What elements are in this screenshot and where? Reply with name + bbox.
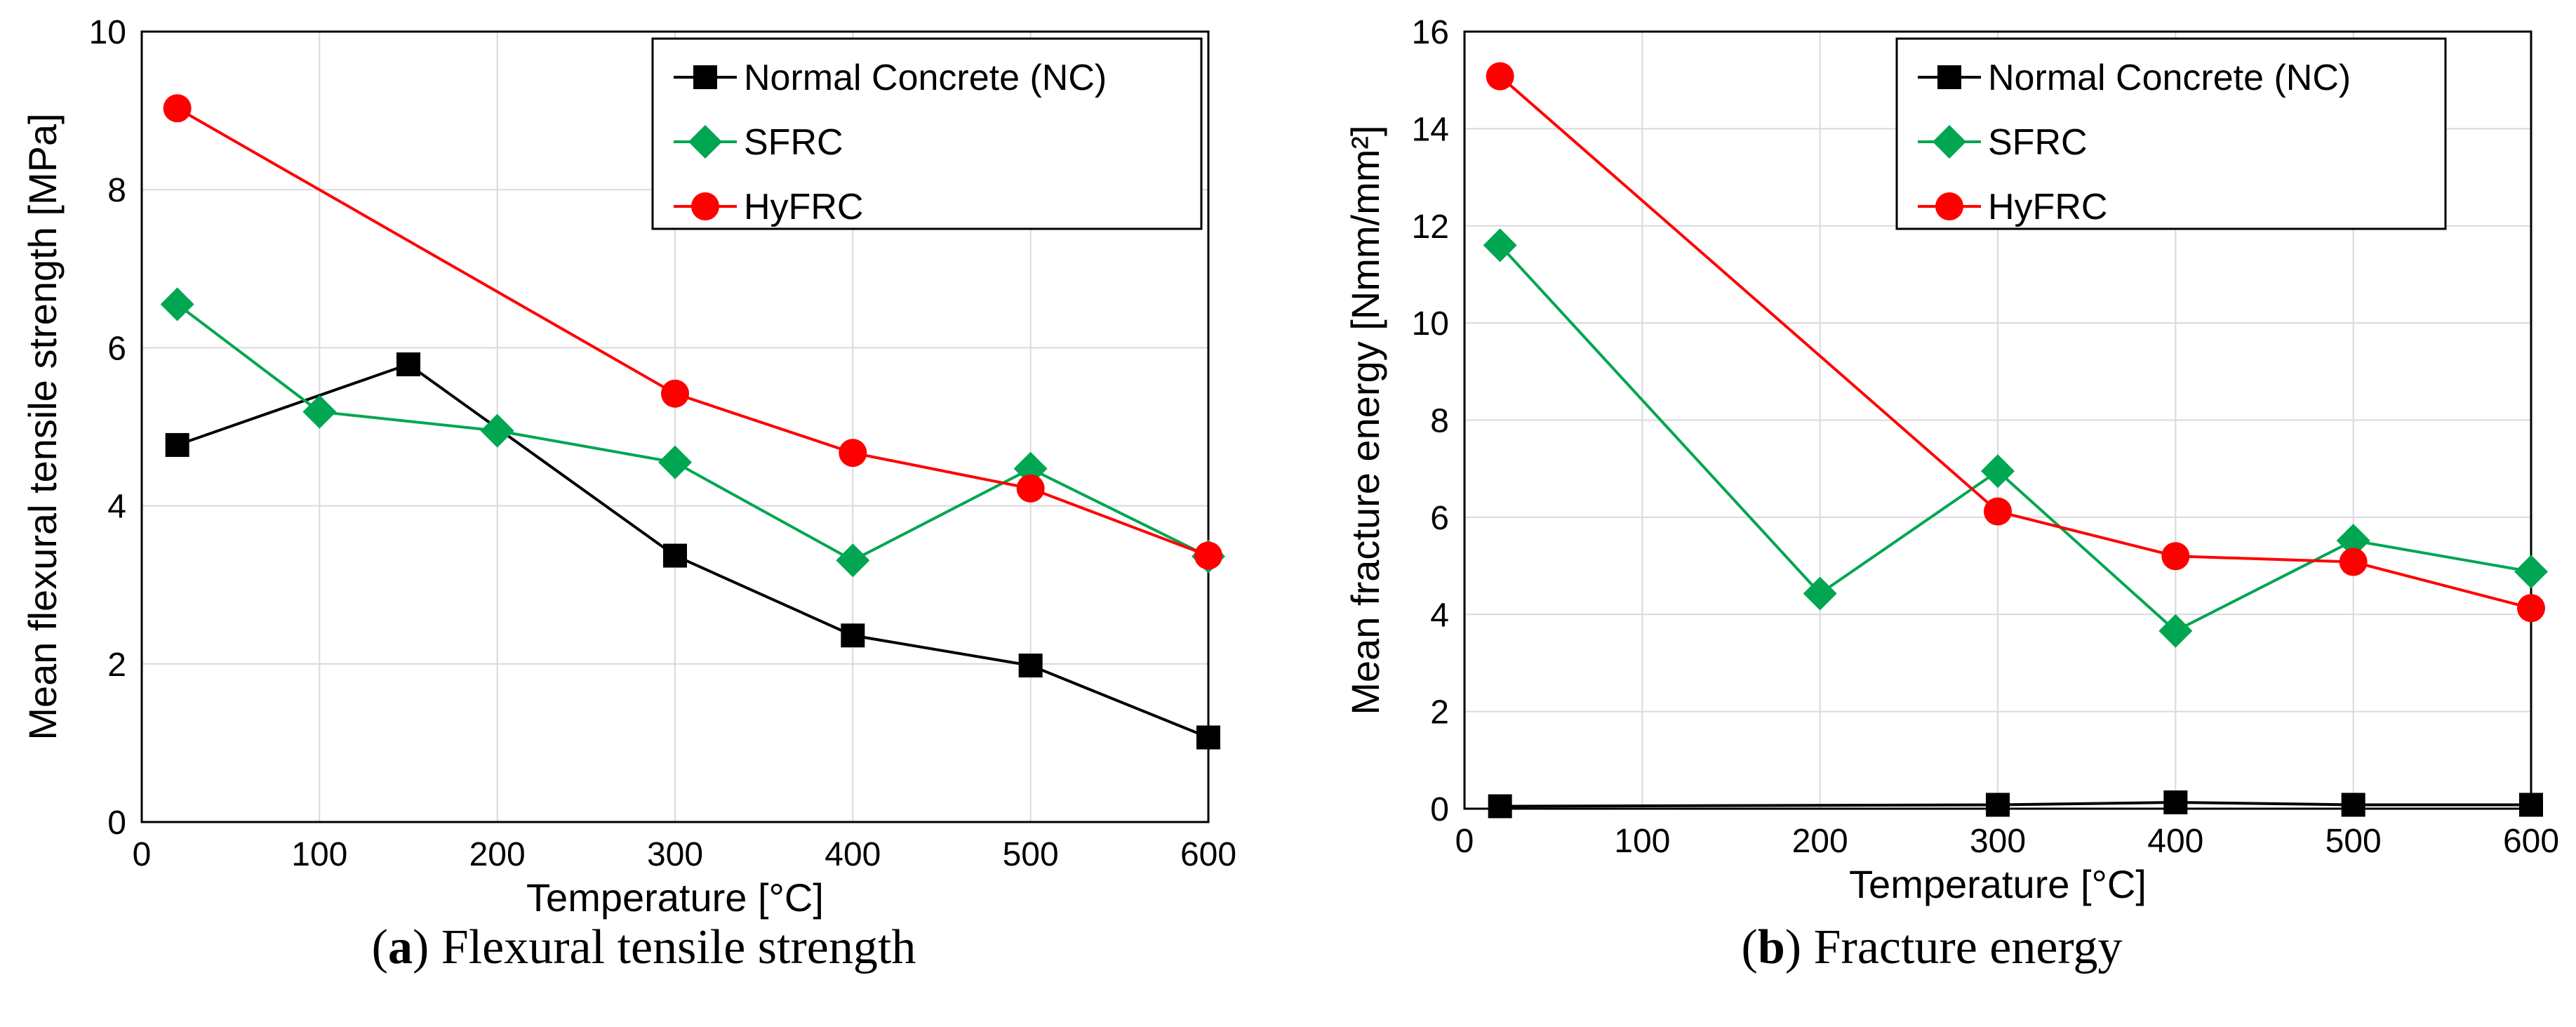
series-line: [1499, 244, 2532, 633]
data-point: [1981, 454, 2015, 489]
y-axis-title: Mean flexural tensile strength [MPa]: [20, 113, 65, 740]
legend-box: [1895, 37, 2447, 230]
data-point: [1013, 451, 1048, 486]
y-axis-title: Mean fracture energy [Nmm/mm²]: [1343, 125, 1387, 715]
data-point: [661, 379, 689, 408]
y-tick-label: 16: [1412, 14, 1449, 51]
data-point: [1194, 541, 1222, 570]
data-point: [1984, 497, 2012, 526]
legend-label: Normal Concrete (NC): [1988, 58, 2351, 98]
legend-swatch-marker: [1935, 192, 1963, 220]
legend-label: SFRC: [744, 122, 843, 163]
data-point: [480, 413, 514, 448]
data-point: [2341, 793, 2365, 817]
data-point: [1986, 793, 2010, 817]
data-point: [839, 439, 867, 468]
y-tick-label: 10: [1412, 305, 1449, 343]
caption-b: (b) Fracture energy: [1741, 920, 2123, 974]
x-tick-label: 300: [647, 836, 703, 873]
legend-swatch-marker: [1937, 65, 1961, 89]
legend: Normal Concrete (NC) SFRC HyFRC: [651, 37, 1203, 230]
legend-swatch-marker: [688, 125, 722, 159]
legend-label: HyFRC: [744, 187, 863, 227]
y-tick-label: 4: [1430, 597, 1449, 634]
y-tick-label: 0: [1430, 791, 1449, 828]
y-tick-label: 0: [107, 804, 126, 842]
data-point: [841, 623, 865, 648]
x-tick-label: 400: [2147, 823, 2203, 860]
data-point: [1483, 228, 1517, 263]
x-tick-label: 300: [1970, 823, 2026, 860]
legend-swatch-marker: [691, 192, 719, 220]
data-point: [1486, 62, 1514, 91]
legend-label: Normal Concrete (NC): [744, 58, 1107, 98]
data-point: [1196, 725, 1220, 750]
legend-swatch-marker: [693, 65, 717, 89]
legend: Normal Concrete (NC) SFRC HyFRC: [1895, 37, 2447, 230]
y-tick-label: 14: [1412, 111, 1449, 148]
legend-box: [651, 37, 1203, 230]
data-point: [836, 543, 870, 578]
data-point: [2336, 524, 2370, 558]
y-tick-label: 12: [1412, 208, 1449, 246]
caption-a-letter: a: [387, 920, 413, 974]
caption-a: (a) Flexural tensile strength: [371, 920, 916, 974]
x-tick-label: 0: [133, 836, 152, 873]
data-point: [1016, 474, 1045, 503]
x-tick-label: 200: [1792, 823, 1848, 860]
x-tick-label: 400: [825, 836, 881, 873]
data-point: [2339, 548, 2368, 576]
data-point: [663, 543, 687, 568]
x-tick-label: 0: [1455, 823, 1474, 860]
data-point: [396, 352, 420, 377]
plot-area: [140, 30, 1210, 823]
y-tick-label: 8: [107, 172, 126, 209]
x-tick-label: 500: [1003, 836, 1059, 873]
y-tick-label: 10: [89, 14, 126, 51]
data-point: [2163, 790, 2188, 815]
data-point: [1803, 576, 1837, 611]
data-point: [2519, 793, 2543, 817]
x-tick-label: 600: [1180, 836, 1236, 873]
y-tick-label: 6: [1430, 500, 1449, 537]
data-point: [2161, 542, 2190, 571]
data-point: [165, 432, 189, 457]
x-tick-label: 100: [291, 836, 347, 873]
data-point: [163, 94, 192, 123]
data-point: [1488, 794, 1512, 819]
legend-label: HyFRC: [1988, 187, 2107, 227]
x-axis-title: Temperature [°C]: [1849, 862, 2147, 906]
y-tick-label: 8: [1430, 403, 1449, 440]
caption-b-letter: b: [1757, 920, 1785, 974]
x-axis-title: Temperature [°C]: [526, 875, 824, 920]
data-point: [160, 287, 194, 322]
series-line: [177, 362, 1209, 739]
data-point: [2514, 555, 2548, 589]
series-line: [1500, 801, 2531, 808]
data-point: [658, 445, 692, 479]
x-tick-label: 500: [2325, 823, 2382, 860]
y-tick-label: 2: [1430, 694, 1449, 731]
series-line: [176, 303, 1209, 562]
caption-b-text: Fracture energy: [1813, 920, 2123, 974]
chart-fracture-energy: 0 100 200 300 400 500 600 0 2 4 6 8 10 12 14 16 Temperat…: [1343, 14, 2559, 906]
chart-flexural-strength: 0 100 200 300 400 500 600 0 2 4 6 8 10 Temperature [°…: [20, 14, 1236, 920]
x-tick-label: 200: [469, 836, 526, 873]
data-point: [2517, 594, 2545, 623]
caption-a-text: Flexural tensile strength: [441, 920, 916, 974]
y-tick-label: 2: [107, 647, 126, 684]
data-point: [2158, 614, 2193, 648]
x-tick-label: 100: [1614, 823, 1670, 860]
x-tick-label: 600: [2503, 823, 2559, 860]
data-point: [1018, 654, 1043, 678]
y-tick-label: 6: [107, 330, 126, 367]
legend-swatch-marker: [1933, 125, 1966, 159]
legend-label: SFRC: [1988, 122, 2088, 163]
y-tick-label: 4: [107, 489, 126, 526]
data-point: [302, 395, 337, 429]
